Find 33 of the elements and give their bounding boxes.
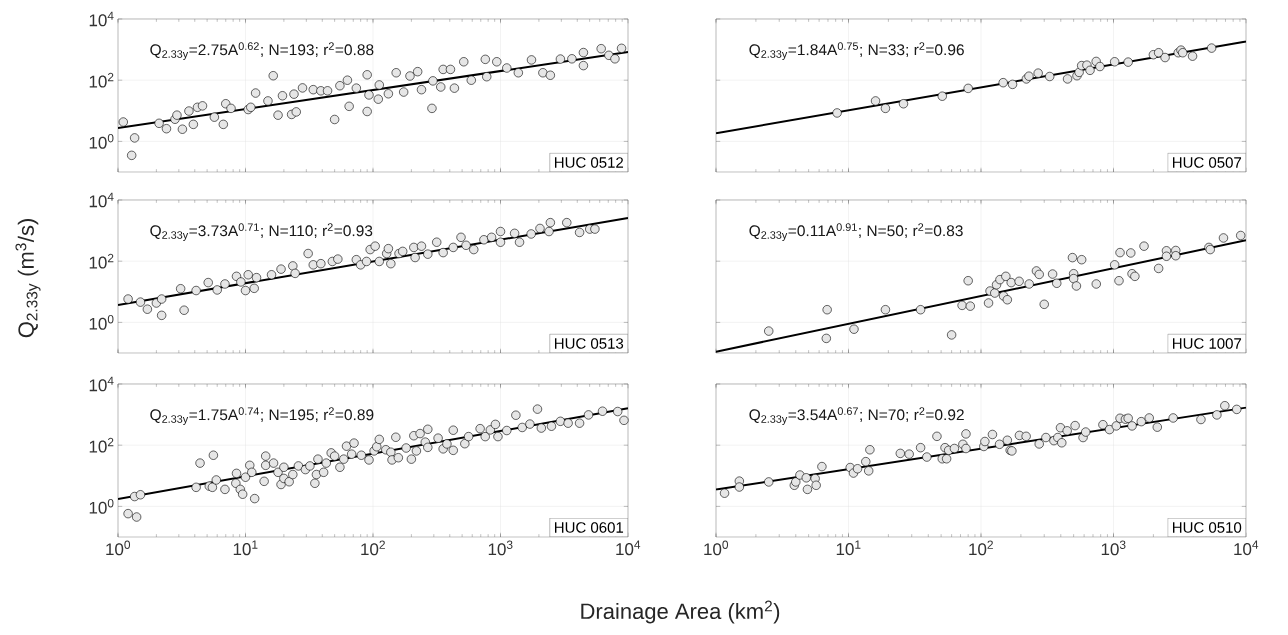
y-tick-label: 10$^{2}$ (89, 253, 114, 269)
x-tick-label: 10$^{1}$ (836, 540, 861, 556)
x-tick-label: 10$^{4}$ (616, 540, 641, 556)
annotation: HUC 0507 (1173, 157, 1242, 168)
annotation: HUC 0513 (555, 338, 624, 349)
annotation: Q$_{2.33y}$=3.73A$^{0.71}$; N=110; r$^{2}$=0.93 (150, 223, 373, 241)
y-tick-label: 10$^{2}$ (89, 72, 114, 88)
annotation: Q$_{2.33y}$=1.75A$^{0.74}$; N=195; r$^{2}$=0.89 (150, 407, 374, 425)
y-tick-label: 10$^{0}$ (89, 315, 114, 330)
y-tick-label: 10$^{0}$ (89, 499, 114, 514)
annotation: HUC 0510 (1173, 522, 1242, 533)
annotation: HUC 0512 (555, 157, 624, 168)
y-tick-label: 10$^{4}$ (89, 376, 114, 392)
annotation: Q$_{2.33y}$=0.11A$^{0.91}$; N=50; r$^{2}$=0.83 (749, 223, 963, 241)
x-tick-label: 10$^{0}$ (106, 540, 131, 556)
y-axis-title: Q$_{2.33y}$ (m$^{3}$/s) (15, 219, 41, 338)
annotation: Q$_{2.33y}$=2.75A$^{0.62}$; N=193; r$^{2}$=0.88 (150, 42, 374, 60)
x-axis-title: Drainage Area (km$^{2}$) (581, 600, 780, 624)
y-tick-label: 10$^{4}$ (89, 11, 114, 27)
y-tick-label: 10$^{4}$ (89, 192, 114, 208)
x-tick-label: 10$^{2}$ (361, 540, 385, 556)
annotation: Q$_{2.33y}$=1.84A$^{0.75}$; N=33; r$^{2}$=0.96 (749, 42, 964, 60)
annotation: Q$_{2.33y}$=3.54A$^{0.67}$; N=70; r$^{2}$=0.92 (749, 407, 964, 425)
x-tick-label: 10$^{3}$ (488, 540, 513, 556)
y-tick-label: 10$^{0}$ (89, 134, 114, 149)
x-tick-label: 10$^{2}$ (969, 540, 993, 556)
x-tick-label: 10$^{3}$ (1101, 540, 1126, 556)
y-tick-label: 10$^{2}$ (89, 437, 114, 453)
x-tick-label: 10$^{4}$ (1234, 540, 1259, 556)
x-tick-label: 10$^{0}$ (704, 540, 729, 556)
x-tick-label: 10$^{1}$ (233, 540, 258, 556)
annotation: HUC 0601 (555, 522, 624, 533)
annotation: HUC 1007 (1173, 338, 1242, 349)
